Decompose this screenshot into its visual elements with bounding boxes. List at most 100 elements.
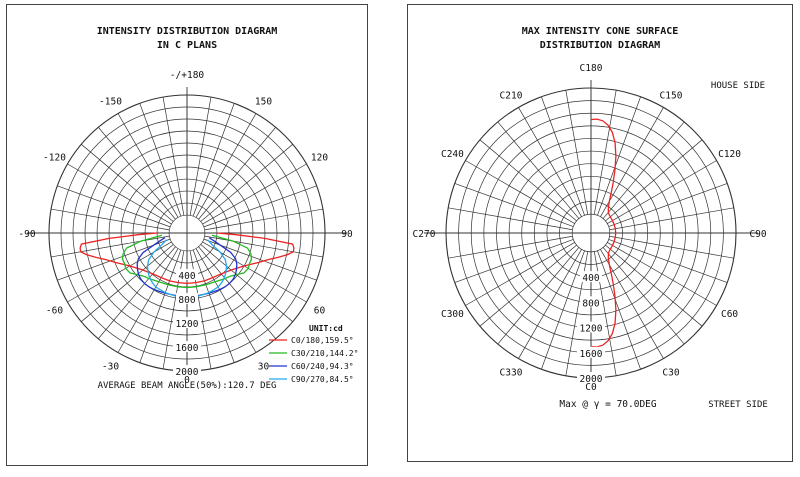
grid-spoke: [602, 121, 685, 219]
right-chart-title: MAX INTENSITY CONE SURFACE: [521, 26, 679, 37]
legend-entry: C60/240,94.3°: [291, 362, 354, 371]
tick-label-bg: [577, 372, 605, 383]
grid-spoke: [57, 185, 171, 228]
radial-tick-label: 400: [582, 273, 599, 284]
grid-spoke: [600, 249, 664, 359]
grid-spoke: [98, 246, 176, 339]
legend-title: UNIT:cd: [309, 324, 343, 333]
angle-label: 0: [184, 375, 190, 386]
grid-spoke: [117, 248, 179, 353]
grid-spoke: [607, 160, 717, 224]
grid-spoke: [162, 97, 185, 216]
angle-label: C150: [660, 90, 683, 101]
angle-label: 30: [258, 362, 270, 373]
average-beam-angle: AVERAGE BEAM ANGLE(50%):120.7 DEG: [98, 381, 277, 391]
grid-spoke: [192, 249, 235, 363]
grid-spoke: [597, 250, 641, 370]
grid-spoke: [607, 242, 717, 306]
angle-label: C90: [749, 229, 766, 240]
legend-entry: C0/180,159.5°: [291, 336, 354, 345]
grid-spoke: [608, 239, 728, 283]
angle-label: 150: [255, 96, 272, 107]
angle-label: -120: [43, 153, 66, 164]
tick-label-bg: [580, 271, 602, 283]
grid-spoke: [541, 96, 585, 216]
angle-label: C210: [500, 90, 523, 101]
angle-label: 90: [341, 229, 353, 240]
grid-spoke: [200, 244, 293, 322]
grid-spoke: [608, 183, 728, 227]
intensity-distribution-panel: INTENSITY DISTRIBUTION DIAGRAM IN C PLAN…: [6, 4, 368, 466]
series-line: [590, 118, 617, 348]
tick-label-bg: [173, 340, 201, 352]
grid-spoke: [609, 207, 734, 231]
street-side-label: STREET SIDE: [708, 400, 768, 410]
angle-label: -90: [18, 229, 35, 240]
angle-label: C60: [721, 309, 738, 320]
grid-spoke: [200, 144, 293, 222]
tick-label-bg: [580, 296, 602, 308]
angle-label: C180: [580, 63, 603, 74]
grid-spoke: [605, 244, 703, 327]
radial-tick-label: 1600: [176, 343, 199, 354]
grid-spoke: [448, 207, 573, 231]
grid-spoke: [203, 238, 317, 281]
legend-entry: C30/210,144.2°: [291, 349, 358, 358]
grid-spoke: [600, 107, 664, 217]
angle-label: -30: [102, 362, 119, 373]
angle-label: -150: [99, 96, 122, 107]
radial-tick-label: 800: [582, 298, 599, 309]
grid-spoke: [448, 235, 573, 259]
tick-label-bg: [577, 321, 605, 333]
grid-spoke: [98, 127, 176, 220]
angle-label: C30: [662, 368, 679, 379]
radial-tick-label: 1200: [580, 324, 603, 335]
right-polar-chart: 400 800 1200 1600 2000 C180 C210 C150 C240 C120 C2…: [413, 63, 768, 410]
grid-spoke: [189, 97, 212, 216]
right-chart-subtitle: DISTRIBUTION DIAGRAM: [539, 40, 661, 51]
grid-spoke: [479, 139, 577, 222]
grid-spoke: [202, 163, 307, 225]
series-line: [79, 232, 295, 285]
max-gamma-label: Max @ γ = 70.0DEG: [559, 399, 657, 410]
grid-spoke: [204, 235, 323, 258]
house-side-label: HOUSE SIDE: [711, 81, 765, 91]
angle-label: -/+180: [170, 70, 205, 81]
angle-label: C330: [500, 368, 523, 379]
grid-spoke: [81, 244, 174, 322]
angle-label: 60: [314, 306, 326, 317]
tick-label-bg: [173, 316, 201, 328]
grid-spoke: [593, 90, 617, 215]
grid-spoke: [541, 250, 585, 370]
legend-entry: C90/270,84.5°: [291, 375, 354, 384]
radial-tick-label: 1600: [580, 349, 603, 360]
angle-label: C240: [441, 149, 464, 160]
angle-label: -60: [46, 306, 63, 317]
grid-spoke: [139, 103, 182, 217]
grid-spoke: [195, 248, 257, 353]
angle-label: 120: [311, 153, 328, 164]
grid-spoke: [479, 244, 577, 327]
grid-spoke: [465, 160, 575, 224]
series-line: [121, 234, 253, 289]
tick-label-bg: [577, 346, 605, 358]
angle-label: C270: [413, 229, 436, 240]
grid-spoke: [198, 127, 276, 220]
grid-spoke: [465, 242, 575, 306]
cone-surface-panel: MAX INTENSITY CONE SURFACE DISTRIBUTION …: [407, 4, 793, 462]
left-chart-subtitle: IN C PLANS: [156, 40, 218, 51]
grid-spoke: [518, 107, 582, 217]
grid-spoke: [602, 247, 685, 345]
angle-label: C300: [441, 309, 464, 320]
radial-tick-label: 400: [178, 271, 195, 282]
grid-spoke: [204, 208, 323, 231]
grid-spoke: [497, 247, 580, 345]
grid-spoke: [454, 239, 574, 283]
tick-label-bg: [173, 365, 201, 376]
left-chart-title: INTENSITY DISTRIBUTION DIAGRAM: [96, 26, 278, 37]
grid-spoke: [195, 113, 257, 218]
grid-spoke: [117, 113, 179, 218]
grid-spoke: [51, 235, 170, 258]
grid-spoke: [192, 103, 235, 217]
radial-tick-label: 2000: [176, 367, 199, 378]
